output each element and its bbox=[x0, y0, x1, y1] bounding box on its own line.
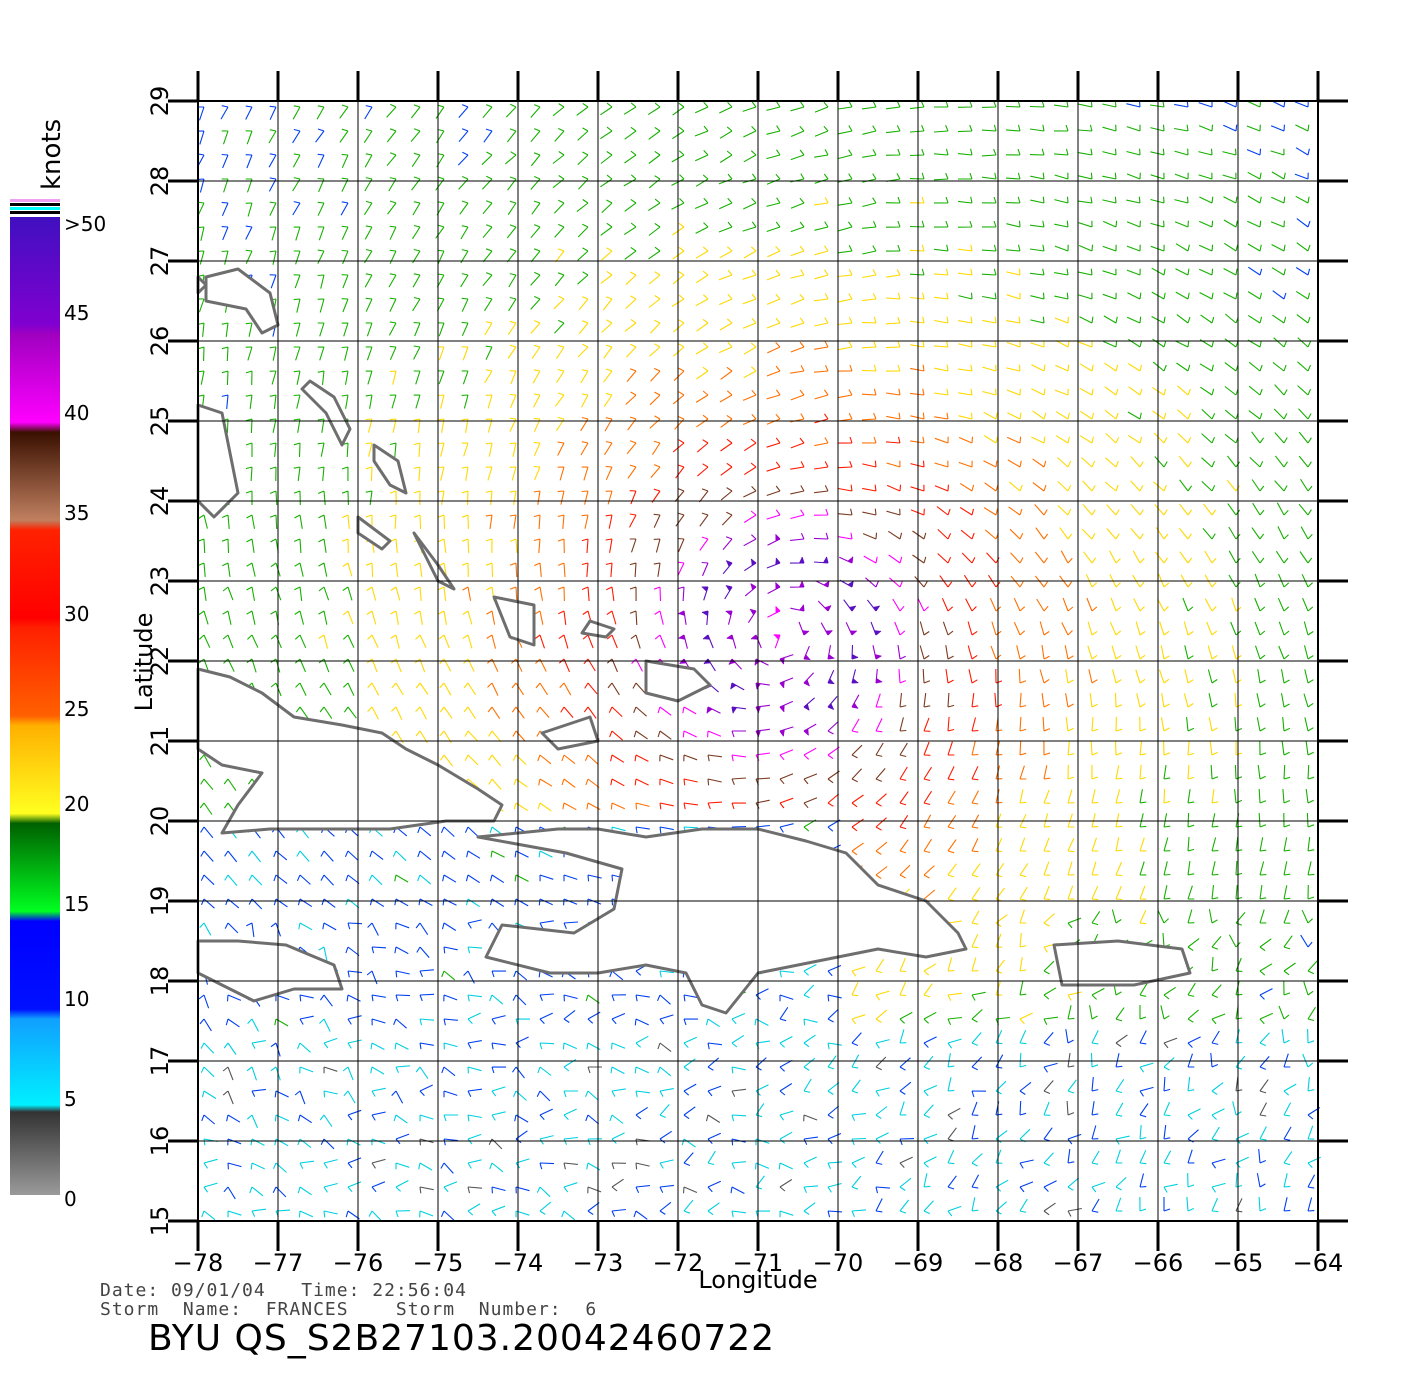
latitude-tick-label: 21 bbox=[146, 726, 174, 757]
coastline bbox=[492, 595, 536, 647]
coastline bbox=[356, 515, 392, 551]
colorbar-unit-label: knots bbox=[37, 119, 67, 190]
colorbar: 0 5 10 15 20 25 30 35 40 45 >50 bbox=[10, 199, 106, 1211]
latitude-tick-label: 29 bbox=[146, 86, 174, 117]
x-axis-label: Longitude bbox=[698, 1266, 817, 1294]
longitude-tick-label: −73 bbox=[573, 1249, 624, 1277]
longitude-tick-label: −77 bbox=[253, 1249, 304, 1277]
latitude-tick-label: 24 bbox=[146, 486, 174, 517]
longitude-tick-label: −72 bbox=[653, 1249, 704, 1277]
latitude-tick-label: 15 bbox=[146, 1206, 174, 1237]
colorbar-tick-label: 35 bbox=[64, 501, 89, 525]
colorbar-tick-label: 40 bbox=[64, 401, 89, 425]
longitude-tick-label: −67 bbox=[1053, 1249, 1104, 1277]
coastlines bbox=[196, 267, 1192, 1015]
longitude-tick-label: −70 bbox=[813, 1249, 864, 1277]
longitude-tick-label: −68 bbox=[973, 1249, 1024, 1277]
wind-vectors bbox=[196, 100, 1321, 1222]
colorbar-tick-label: >50 bbox=[64, 212, 106, 236]
coastline bbox=[196, 939, 344, 1003]
longitude-tick-label: −66 bbox=[1133, 1249, 1184, 1277]
map-plot-area: −78 −77 −76 −75 −74 −73 −72 −71 −70 −69 −68 −67 −66 −… bbox=[146, 71, 1348, 1277]
coastline bbox=[412, 531, 456, 591]
latitude-tick-label: 16 bbox=[146, 1126, 174, 1157]
coastline bbox=[196, 403, 240, 519]
colorbar-tick-label: 15 bbox=[64, 892, 89, 916]
colorbar-tick-label: 45 bbox=[64, 301, 89, 325]
longitude-tick-label: −74 bbox=[493, 1249, 544, 1277]
coastline bbox=[1052, 939, 1192, 987]
latitude-tick-label: 17 bbox=[146, 1046, 174, 1077]
coastline bbox=[540, 715, 600, 751]
date-time-line: Date: 09/01/04 Time: 22:56:04 bbox=[100, 1280, 467, 1301]
longitude-tick-label: −78 bbox=[173, 1249, 224, 1277]
colorbar-tick-label: 0 bbox=[64, 1187, 77, 1211]
colorbar-tick-label: 10 bbox=[64, 987, 89, 1011]
coastline bbox=[476, 827, 968, 1015]
longitude-tick-label: −64 bbox=[1293, 1249, 1344, 1277]
latitude-tick-label: 27 bbox=[146, 246, 174, 277]
latitude-tick-label: 28 bbox=[146, 166, 174, 197]
coastline bbox=[204, 267, 280, 335]
colorbar-tick-label: 5 bbox=[64, 1087, 77, 1111]
colorbar-tick-label: 20 bbox=[64, 792, 89, 816]
latitude-tick-label: 25 bbox=[146, 406, 174, 437]
y-axis-label: Latitude bbox=[130, 613, 158, 712]
latitude-tick-labels: 15 16 17 18 19 20 21 22 23 24 25 26 27 28 29 bbox=[146, 86, 174, 1237]
latitude-tick-label: 22 bbox=[146, 646, 174, 677]
longitude-tick-label: −76 bbox=[333, 1249, 384, 1277]
longitude-tick-label: −69 bbox=[893, 1249, 944, 1277]
plot-frame bbox=[197, 100, 1319, 1222]
storm-info-line: Storm Name: FRANCES Storm Number: 6 bbox=[100, 1299, 598, 1320]
colorbar-gradient bbox=[10, 217, 60, 1195]
longitude-tick-label: −65 bbox=[1213, 1249, 1264, 1277]
colorbar-tick-label: 30 bbox=[64, 602, 89, 626]
longitude-tick-labels: −78 −77 −76 −75 −74 −73 −72 −71 −70 −69 −68 −67 −66 −… bbox=[173, 1249, 1344, 1277]
latitude-tick-label: 20 bbox=[146, 806, 174, 837]
coastline bbox=[196, 667, 504, 835]
longitude-tick-label: −71 bbox=[733, 1249, 784, 1277]
coastline bbox=[372, 443, 408, 495]
longitude-tick-label: −75 bbox=[413, 1249, 464, 1277]
latitude-tick-label: 26 bbox=[146, 326, 174, 357]
lat-lon-grid bbox=[168, 71, 1348, 1251]
latitude-tick-label: 23 bbox=[146, 566, 174, 597]
colorbar-tick-label: 25 bbox=[64, 697, 89, 721]
coastline bbox=[300, 379, 352, 447]
latitude-tick-label: 18 bbox=[146, 966, 174, 997]
latitude-tick-label: 19 bbox=[146, 886, 174, 917]
product-identifier: BYU QS_S2B27103.20042460722 bbox=[148, 1318, 776, 1359]
